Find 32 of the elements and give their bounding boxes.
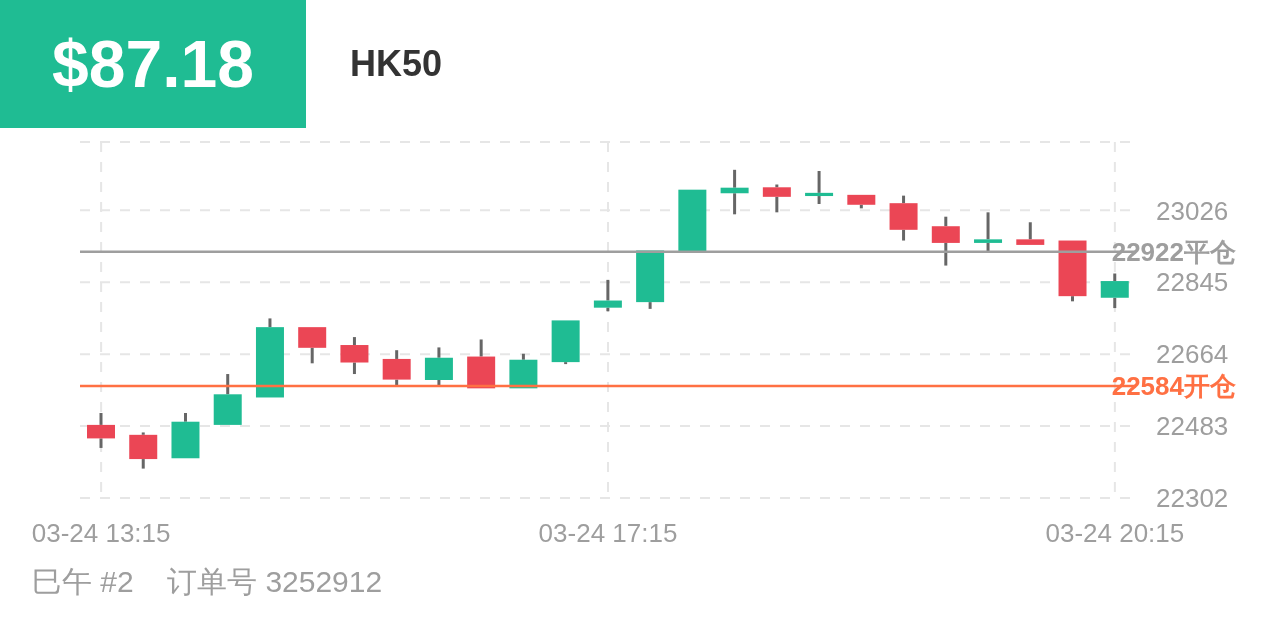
y-tick-label: 22302 (1156, 483, 1229, 514)
candlestick (1016, 222, 1045, 245)
y-tick-label: 22845 (1156, 267, 1229, 298)
text: 巳午 #2 订单号 3252912 (32, 564, 383, 600)
candlestick (1100, 273, 1129, 310)
candlestick (255, 318, 284, 398)
candlestick (509, 352, 538, 389)
ref-line-label: 22584开仓 (1111, 370, 1236, 401)
ref-line-label: 22922平仓 (1111, 236, 1236, 267)
chart-title: HK50 (350, 43, 443, 85)
candlestick (636, 250, 665, 309)
chart-subtitle: $87.18 (0, 0, 306, 128)
x-tick-label: 03-24 13:15 (31, 518, 171, 549)
candlestick (551, 320, 580, 366)
candlestick (931, 216, 960, 266)
candlestick (171, 412, 200, 459)
candlestick (298, 327, 327, 364)
candlestick (1058, 240, 1087, 302)
candlestick (340, 337, 369, 376)
y-tick-label: 22483 (1156, 411, 1229, 442)
candlestick (805, 171, 834, 204)
candlestick (720, 168, 749, 215)
candlestick (213, 374, 242, 425)
candlestick (467, 339, 496, 389)
candlestick (129, 432, 158, 469)
x-tick-label: 03-24 17:15 (538, 518, 678, 549)
x-tick-label: 03-24 20:15 (1045, 518, 1185, 549)
candlestick (87, 412, 115, 448)
candlestick (678, 189, 707, 253)
y-tick-label: 22664 (1156, 339, 1229, 370)
y-tick-label: 23026 (1156, 195, 1229, 226)
candlestick (889, 195, 918, 241)
